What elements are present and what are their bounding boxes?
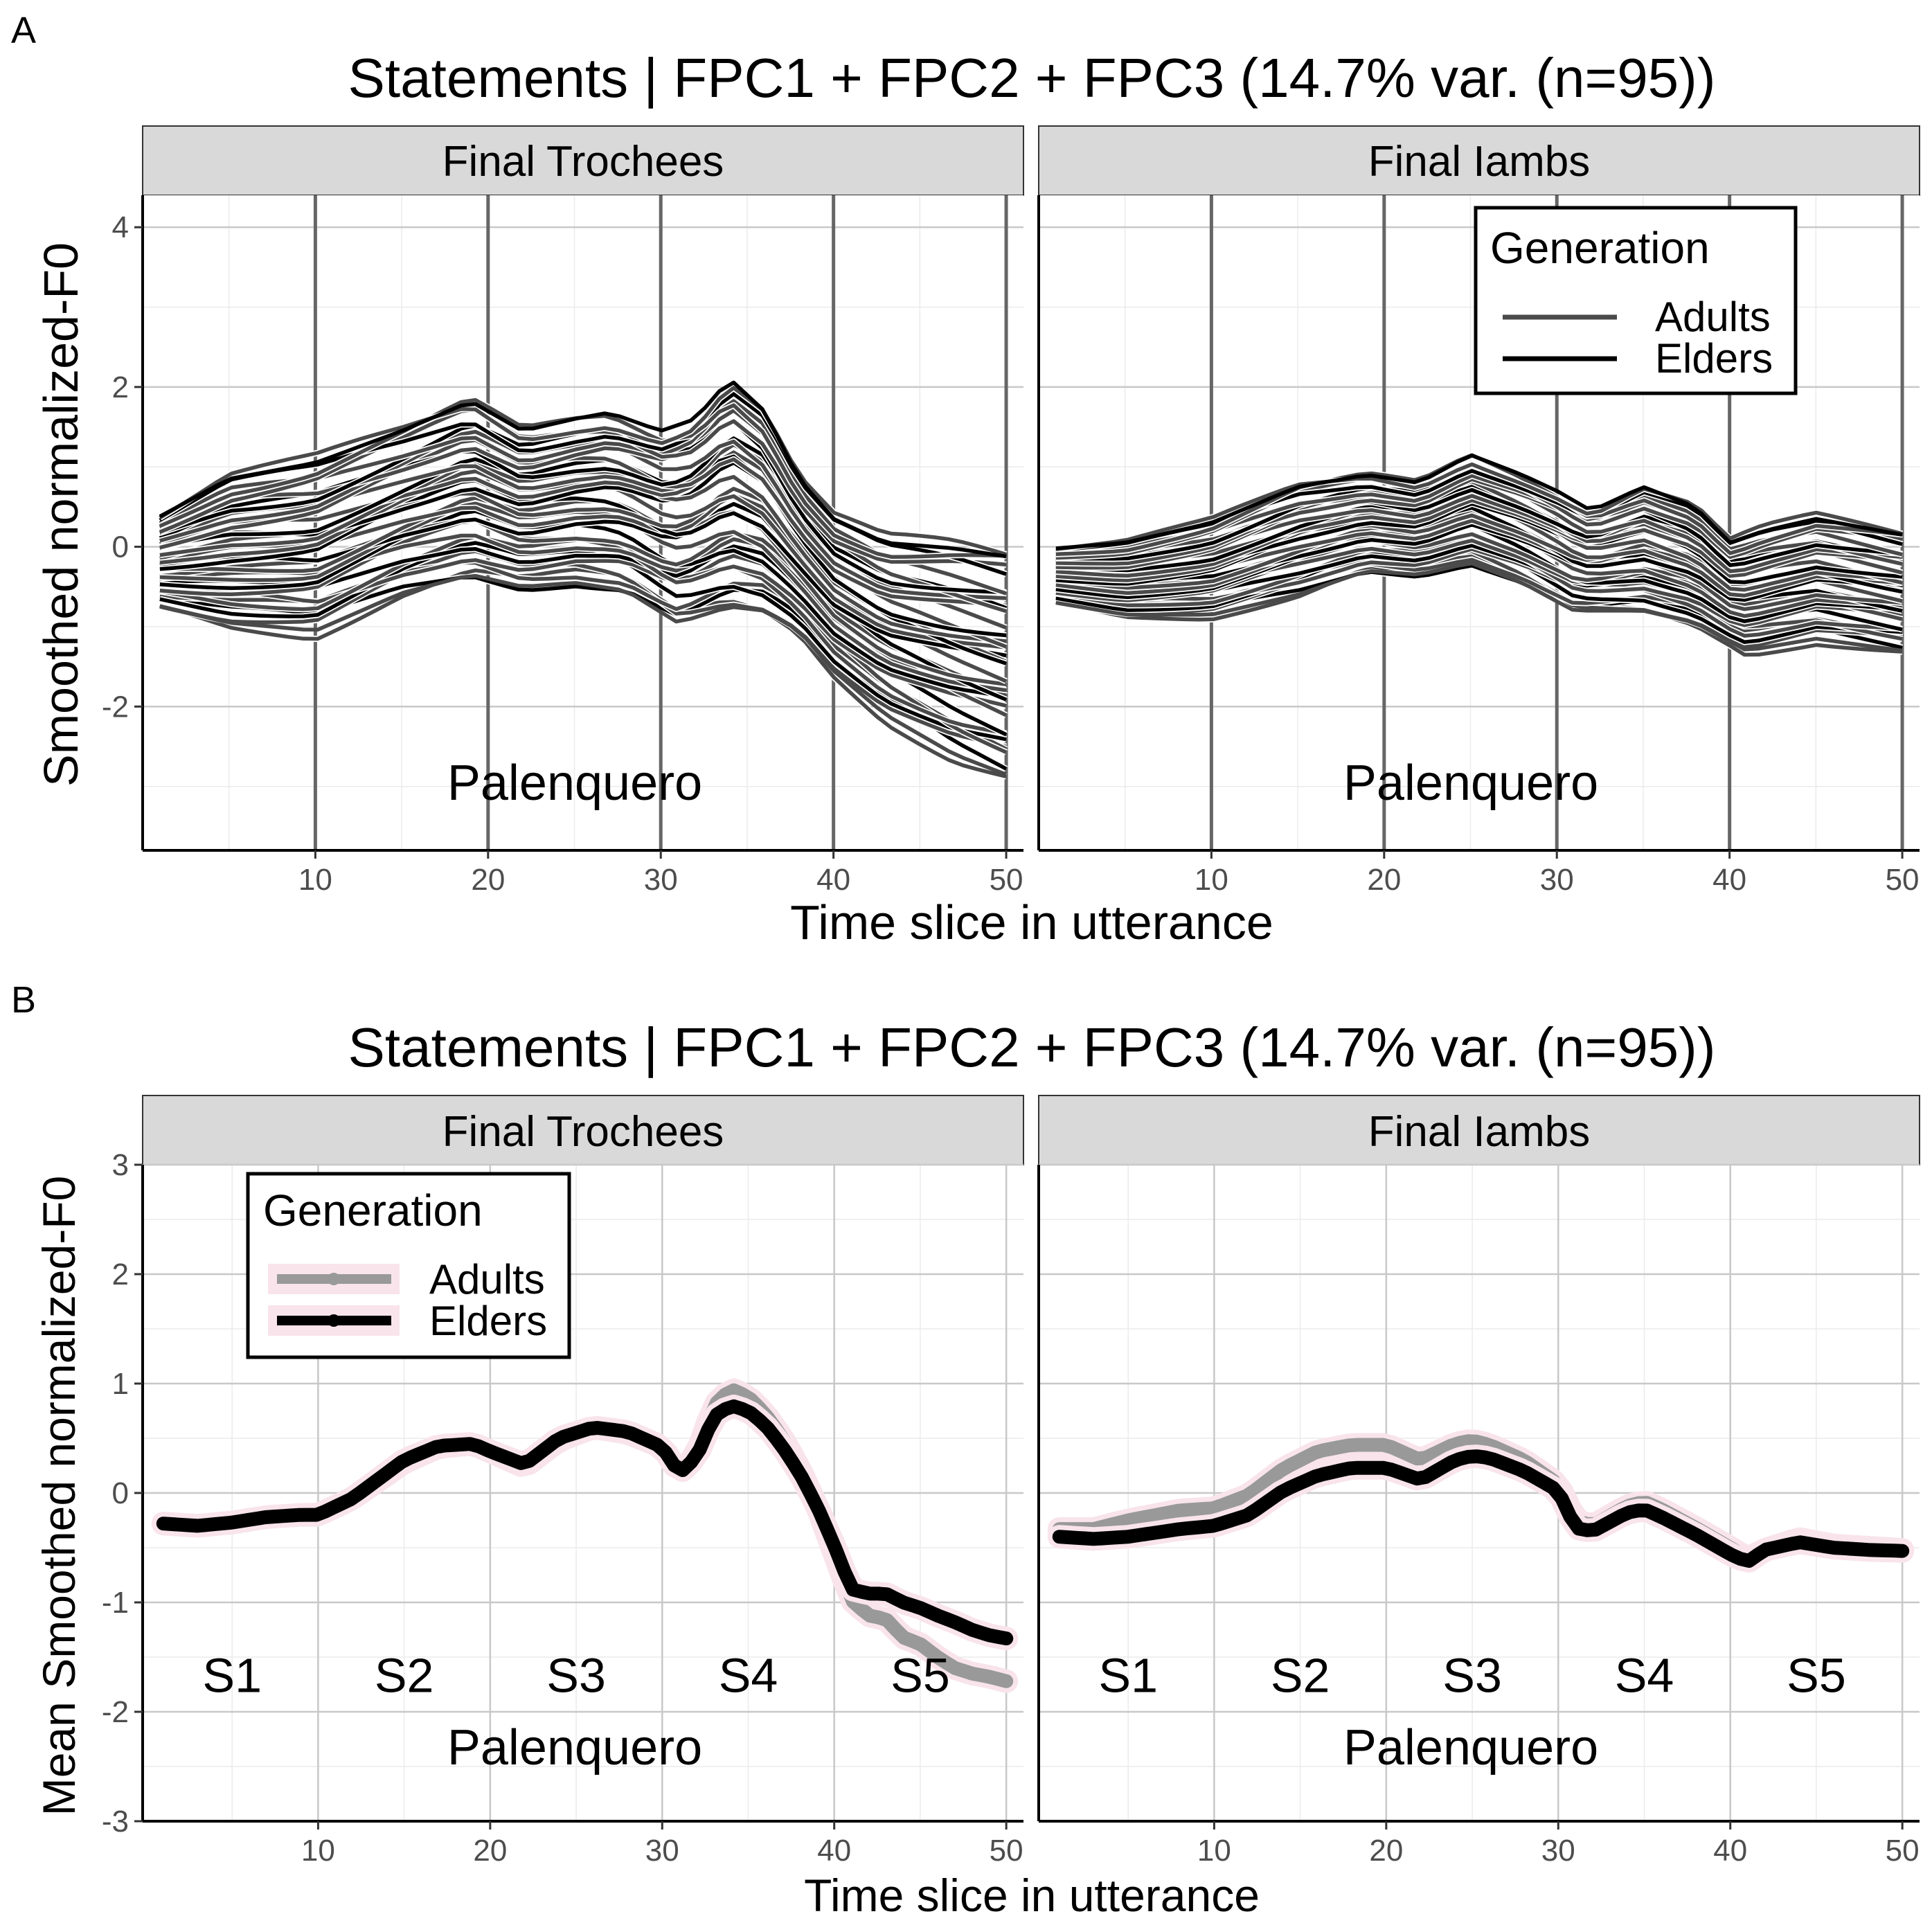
facet-strip bbox=[1038, 1095, 1920, 1165]
series-line-adults bbox=[159, 438, 1007, 608]
legend-swatch-elders-point bbox=[328, 1314, 340, 1327]
x-tick-label: 30 bbox=[645, 1834, 679, 1868]
panel-b-label: B bbox=[11, 979, 36, 1021]
series-line-elders bbox=[159, 380, 1007, 559]
chart-a: Statements | FPC1 + FPC2 + FPC3 (14.7% v… bbox=[34, 47, 1920, 949]
chart-a-ylabel: Smoothed normalized-F0 bbox=[34, 242, 88, 787]
legend-label-adults: Adults bbox=[429, 1256, 545, 1303]
x-tick-label: 30 bbox=[1541, 1834, 1575, 1868]
legend-a: Generation Adults Elders bbox=[1474, 206, 1798, 395]
series-line-elders bbox=[159, 541, 1007, 742]
chart-b: Statements | FPC1 + FPC2 + FPC3 (14.7% v… bbox=[33, 1017, 1920, 1921]
legend-label-adults: Adults bbox=[1655, 294, 1771, 340]
facet-a-trochees: Final Trochees 10 20 30 40 50 -2 0 2 4 Palenquer… bbox=[102, 125, 1024, 897]
series-line-adults bbox=[159, 567, 1007, 778]
facet-strip-label: Final Iambs bbox=[1368, 1108, 1590, 1156]
series-line-adults bbox=[159, 409, 1007, 614]
x-tick-label: 50 bbox=[1886, 1834, 1920, 1868]
legend-label-elders: Elders bbox=[1655, 335, 1773, 382]
syllable-label: S1 bbox=[202, 1649, 262, 1703]
y-tick-label: 2 bbox=[112, 1258, 129, 1291]
series-line-elders bbox=[1052, 1449, 1910, 1568]
facet-annotation: Palenquero bbox=[1343, 755, 1598, 811]
legend-title: Generation bbox=[1490, 223, 1710, 273]
x-tick-label: 20 bbox=[473, 1834, 507, 1868]
syllable-label: S2 bbox=[375, 1649, 434, 1703]
chart-b-ylabel: Mean Smoothed normalized-F0 bbox=[33, 1176, 84, 1816]
y-tick-label: -2 bbox=[102, 1695, 129, 1729]
series-line-elders bbox=[159, 454, 1007, 638]
facet-strip bbox=[1038, 125, 1920, 196]
chart-a-xlabel: Time slice in utterance bbox=[790, 895, 1273, 949]
y-tick-label: 0 bbox=[112, 1476, 129, 1510]
series-line-adults bbox=[1055, 462, 1903, 551]
x-tick-label: 20 bbox=[1369, 1834, 1403, 1868]
legend-label-elders: Elders bbox=[429, 1298, 547, 1344]
legend-swatch-adults-point bbox=[328, 1273, 340, 1285]
y-tick-label: 1 bbox=[112, 1367, 129, 1401]
y-tick-label: -3 bbox=[102, 1805, 129, 1839]
y-tick-label: 0 bbox=[112, 530, 129, 564]
x-tick-label: 40 bbox=[817, 1834, 851, 1868]
syllable-label: S3 bbox=[1442, 1649, 1502, 1703]
series-line-adults bbox=[159, 549, 1007, 749]
x-tick-label: 40 bbox=[816, 863, 850, 897]
series-line-adults bbox=[1055, 477, 1903, 566]
series-line-adults bbox=[1055, 547, 1903, 641]
x-tick-label: 10 bbox=[301, 1834, 335, 1868]
chart-b-title: Statements | FPC1 + FPC2 + FPC3 (14.7% v… bbox=[348, 1017, 1716, 1078]
facet-annotation: Palenquero bbox=[447, 755, 702, 811]
facet-strip bbox=[142, 1095, 1024, 1165]
syllable-label: S1 bbox=[1098, 1649, 1158, 1703]
x-tick-label: 40 bbox=[1713, 1834, 1747, 1868]
plot-area: 10 20 30 40 50 -2 0 2 4 bbox=[102, 195, 1023, 897]
facet-strip-label: Final Trochees bbox=[442, 138, 724, 186]
syllable-label: S2 bbox=[1271, 1649, 1330, 1703]
legend-title: Generation bbox=[263, 1186, 483, 1235]
series-line-elders bbox=[1055, 454, 1903, 551]
y-tick-label: -1 bbox=[102, 1586, 129, 1620]
facet-annotation: Palenquero bbox=[1343, 1720, 1598, 1776]
series-line-elders bbox=[156, 1399, 1014, 1646]
series-line-adults bbox=[159, 553, 1008, 754]
facet-strip-label: Final Iambs bbox=[1368, 138, 1590, 186]
series-line-elders bbox=[159, 478, 1007, 658]
syllable-label: S4 bbox=[1615, 1649, 1674, 1703]
x-tick-label: 10 bbox=[298, 863, 332, 897]
x-tick-label: 20 bbox=[1367, 863, 1401, 897]
legend-b: Generation Adults Elders bbox=[246, 1172, 571, 1359]
legend-box bbox=[1474, 206, 1798, 395]
x-tick-label: 10 bbox=[1195, 863, 1228, 897]
syllable-label: S3 bbox=[546, 1649, 606, 1703]
panel-a-label: A bbox=[11, 10, 36, 51]
series-line-adults bbox=[159, 573, 1008, 776]
plot-area: S1 S2 S3 S4 S5 10 20 30 40 50 bbox=[1037, 1163, 1920, 1868]
series-line-adults bbox=[1055, 561, 1903, 653]
x-tick-label: 10 bbox=[1197, 1834, 1231, 1868]
y-tick-label: -2 bbox=[102, 690, 129, 724]
x-tick-label: 50 bbox=[990, 1834, 1023, 1868]
series-line-adults bbox=[159, 386, 1007, 557]
facet-strip-label: Final Trochees bbox=[442, 1108, 724, 1156]
x-tick-label: 40 bbox=[1712, 863, 1746, 897]
x-tick-label: 20 bbox=[471, 863, 505, 897]
series-line-adults bbox=[159, 429, 1007, 600]
chart-b-xlabel: Time slice in utterance bbox=[804, 1870, 1260, 1921]
y-tick-label: 3 bbox=[112, 1148, 129, 1182]
syllable-label: S5 bbox=[1787, 1649, 1846, 1703]
x-tick-label: 50 bbox=[1886, 863, 1920, 897]
x-tick-label: 50 bbox=[990, 863, 1023, 897]
y-tick-label: 4 bbox=[112, 211, 129, 244]
syllable-label: S4 bbox=[719, 1649, 778, 1703]
facet-strip bbox=[142, 125, 1024, 196]
chart-a-title: Statements | FPC1 + FPC2 + FPC3 (14.7% v… bbox=[348, 47, 1716, 109]
facet-annotation: Palenquero bbox=[447, 1720, 702, 1776]
x-tick-label: 30 bbox=[644, 863, 678, 897]
x-tick-label: 30 bbox=[1540, 863, 1574, 897]
facet-b-iambs: Final Iambs S1 S2 S3 S4 S5 10 20 30 40 50 Palenqu… bbox=[1037, 1095, 1920, 1868]
syllable-label: S5 bbox=[891, 1649, 950, 1703]
y-tick-label: 2 bbox=[112, 370, 129, 404]
